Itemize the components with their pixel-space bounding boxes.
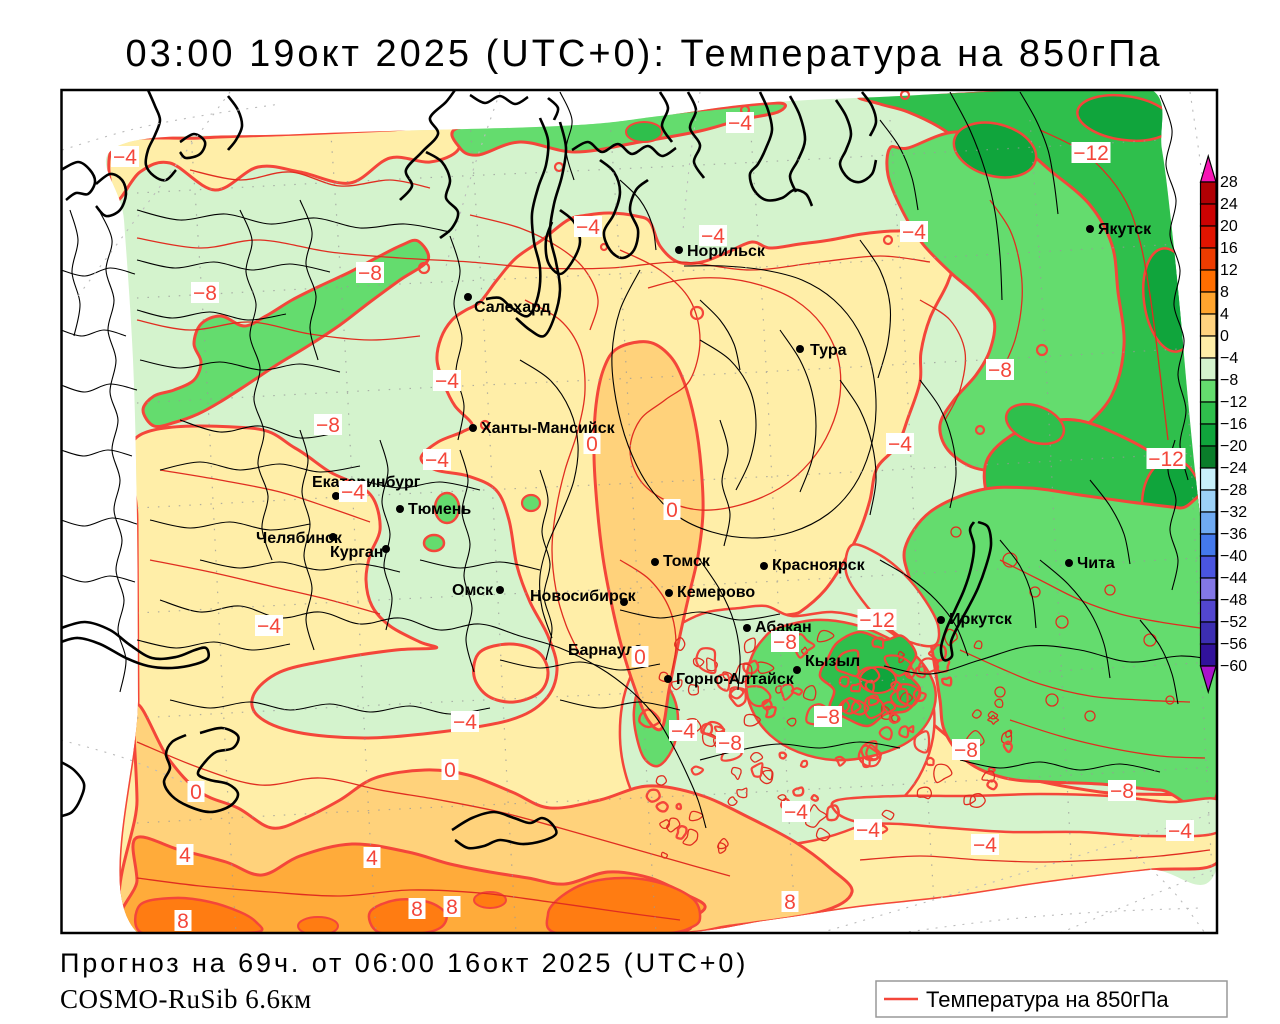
- svg-text:4: 4: [366, 847, 378, 870]
- svg-text:0: 0: [444, 759, 456, 782]
- svg-text:Томск: Томск: [663, 553, 711, 570]
- svg-text:Норильск: Норильск: [687, 243, 766, 260]
- svg-text:−4: −4: [973, 834, 997, 857]
- svg-text:−4: −4: [453, 711, 477, 734]
- svg-text:Тюмень: Тюмень: [408, 501, 471, 518]
- svg-text:−40: −40: [1220, 548, 1247, 565]
- svg-text:COSMO-RuSib 6.6км: COSMO-RuSib 6.6км: [60, 984, 312, 1014]
- svg-text:20: 20: [1220, 218, 1238, 235]
- svg-text:−4: −4: [671, 720, 695, 743]
- svg-text:−48: −48: [1220, 592, 1247, 609]
- svg-text:−8: −8: [1110, 780, 1134, 803]
- svg-text:−4: −4: [425, 449, 449, 472]
- svg-text:−12: −12: [1073, 142, 1109, 165]
- svg-text:Ханты-Мансийск: Ханты-Мансийск: [481, 420, 616, 437]
- svg-text:0: 0: [586, 433, 598, 456]
- svg-text:Температура на 850гПа: Температура на 850гПа: [926, 987, 1169, 1012]
- svg-text:−44: −44: [1220, 570, 1247, 587]
- svg-text:Горно-Алтайск: Горно-Алтайск: [676, 671, 795, 688]
- svg-text:Омск: Омск: [452, 582, 494, 599]
- svg-text:−8: −8: [816, 706, 840, 729]
- svg-text:Якутск: Якутск: [1098, 221, 1152, 238]
- svg-text:Кемерово: Кемерово: [677, 584, 755, 601]
- svg-text:Курган: Курган: [330, 544, 383, 561]
- svg-text:−4: −4: [576, 216, 600, 239]
- svg-text:−16: −16: [1220, 416, 1247, 433]
- svg-text:−4: −4: [728, 112, 752, 135]
- svg-text:28: 28: [1220, 174, 1238, 191]
- svg-text:Тура: Тура: [810, 342, 847, 359]
- svg-text:−12: −12: [1220, 394, 1247, 411]
- svg-text:8: 8: [446, 896, 458, 919]
- svg-text:Чита: Чита: [1077, 555, 1115, 572]
- svg-text:Красноярск: Красноярск: [772, 557, 866, 574]
- svg-text:−4: −4: [701, 225, 725, 248]
- svg-text:8: 8: [784, 891, 796, 914]
- svg-text:03:00 19окт 2025 (UTC+0): Темп: 03:00 19окт 2025 (UTC+0): Температура на…: [125, 33, 1162, 75]
- svg-text:Новосибирск: Новосибирск: [530, 588, 637, 605]
- svg-text:−4: −4: [257, 615, 281, 638]
- svg-text:−4: −4: [856, 819, 880, 842]
- svg-text:−4: −4: [1168, 820, 1192, 843]
- svg-text:16: 16: [1220, 240, 1238, 257]
- svg-text:−4: −4: [902, 221, 926, 244]
- svg-text:4: 4: [179, 844, 191, 867]
- svg-text:−32: −32: [1220, 504, 1247, 521]
- svg-text:Барнаул: Барнаул: [568, 642, 636, 659]
- svg-text:−4: −4: [341, 481, 365, 504]
- svg-text:−60: −60: [1220, 658, 1247, 675]
- svg-text:−4: −4: [1220, 350, 1238, 367]
- svg-text:Челябинск: Челябинск: [256, 530, 343, 547]
- svg-text:−36: −36: [1220, 526, 1247, 543]
- svg-text:0: 0: [666, 499, 678, 522]
- svg-text:24: 24: [1220, 196, 1238, 213]
- svg-text:4: 4: [1220, 306, 1229, 323]
- svg-text:Салехард: Салехард: [474, 299, 551, 316]
- svg-text:−28: −28: [1220, 482, 1247, 499]
- svg-text:−56: −56: [1220, 636, 1247, 653]
- svg-text:−8: −8: [1220, 372, 1238, 389]
- svg-text:12: 12: [1220, 262, 1238, 279]
- svg-text:−20: −20: [1220, 438, 1247, 455]
- svg-text:0: 0: [190, 781, 202, 804]
- svg-text:−8: −8: [773, 631, 797, 654]
- svg-text:Иркутск: Иркутск: [949, 611, 1013, 628]
- svg-text:−4: −4: [113, 146, 137, 169]
- svg-text:Прогноз на 69ч. от 06:00 16окт: Прогноз на 69ч. от 06:00 16окт 2025 (UTC…: [60, 948, 748, 978]
- svg-text:−52: −52: [1220, 614, 1247, 631]
- svg-text:−8: −8: [316, 414, 340, 437]
- svg-text:−4: −4: [888, 433, 912, 456]
- svg-text:Кызыл: Кызыл: [805, 653, 860, 670]
- svg-text:0: 0: [634, 646, 646, 669]
- svg-text:−24: −24: [1220, 460, 1247, 477]
- svg-text:8: 8: [1220, 284, 1229, 301]
- svg-text:8: 8: [411, 898, 423, 921]
- svg-text:−4: −4: [435, 370, 459, 393]
- svg-text:−8: −8: [988, 359, 1012, 382]
- svg-text:−8: −8: [954, 739, 978, 762]
- svg-text:8: 8: [177, 910, 189, 933]
- svg-text:−8: −8: [193, 282, 217, 305]
- svg-text:−4: −4: [784, 801, 808, 824]
- svg-text:−12: −12: [1148, 448, 1184, 471]
- svg-text:0: 0: [1220, 328, 1229, 345]
- svg-text:−12: −12: [859, 609, 895, 632]
- svg-text:−8: −8: [718, 732, 742, 755]
- svg-text:−8: −8: [358, 262, 382, 285]
